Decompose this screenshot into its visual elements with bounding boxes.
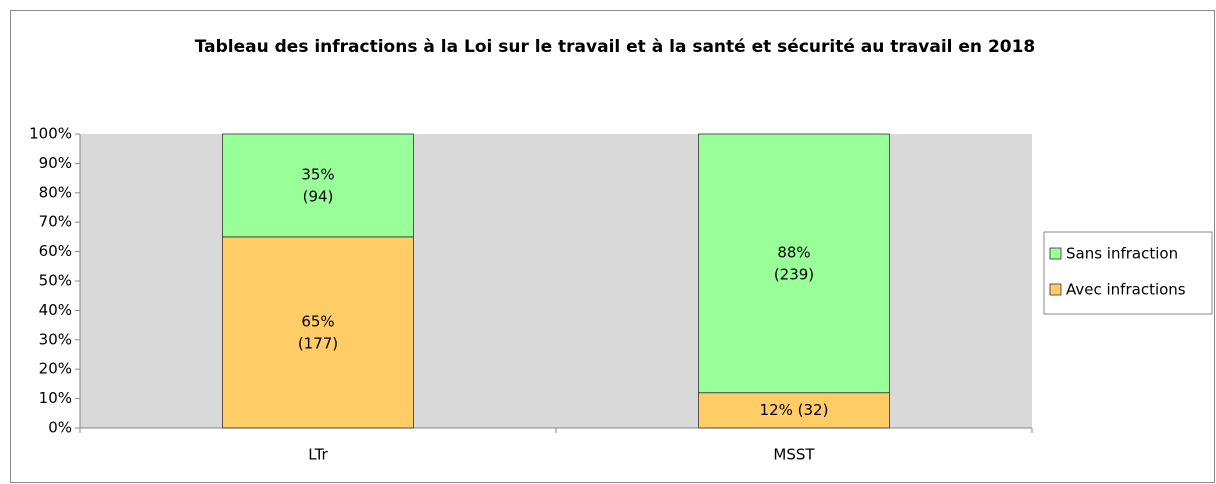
data-label: 65% (177) xyxy=(298,312,338,352)
data-label: 35% (94) xyxy=(301,165,334,205)
y-tick-label: 70% xyxy=(39,213,72,231)
y-tick-label: 100% xyxy=(29,125,72,143)
y-tick-label: 90% xyxy=(39,154,72,172)
y-tick-label: 0% xyxy=(48,419,72,437)
bar-segment xyxy=(222,133,414,238)
x-tick-label: MSST xyxy=(773,446,815,464)
chart-title: Tableau des infractions à la Loi sur le … xyxy=(195,37,1036,57)
bar-segment xyxy=(698,392,890,429)
y-tick-label: 40% xyxy=(39,301,72,319)
y-tick-label: 80% xyxy=(39,183,72,201)
legend-label: Avec infractions xyxy=(1066,281,1186,299)
y-tick-label: 60% xyxy=(39,242,72,260)
legend-box xyxy=(1043,231,1213,315)
data-label: 12% (32) xyxy=(760,401,829,419)
y-tick-label: 10% xyxy=(39,389,72,407)
legend-swatch xyxy=(1049,283,1062,296)
data-label: 88% (239) xyxy=(774,243,814,283)
legend-swatch xyxy=(1049,247,1062,260)
y-tick-label: 20% xyxy=(39,360,72,378)
x-tick-label: LTr xyxy=(308,446,328,464)
bar-segment xyxy=(222,236,414,429)
legend-label: Sans infraction xyxy=(1066,245,1178,263)
y-tick-label: 30% xyxy=(39,330,72,348)
bar-segment xyxy=(698,133,890,394)
y-tick-label: 50% xyxy=(39,272,72,290)
